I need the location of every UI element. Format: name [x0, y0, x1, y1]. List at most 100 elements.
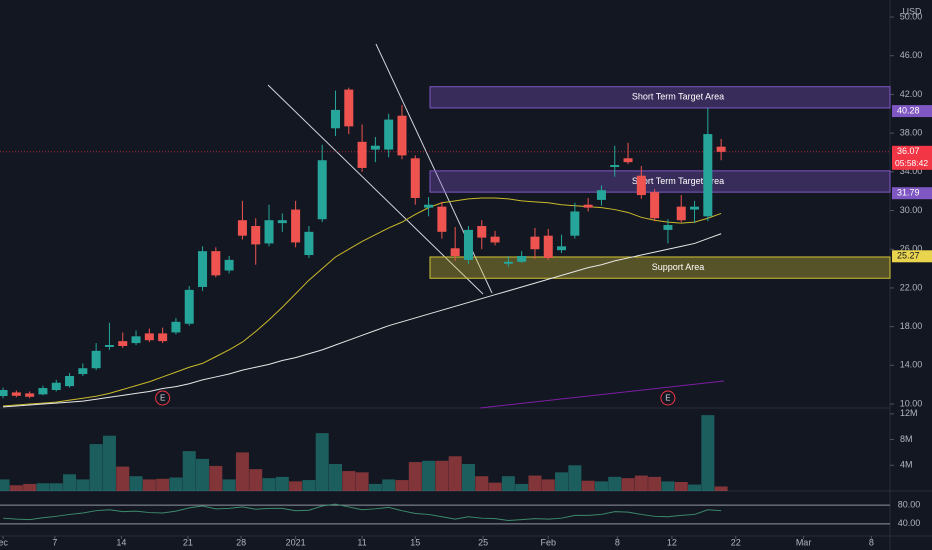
- candle-body: [38, 388, 48, 395]
- volume-bar: [475, 476, 489, 491]
- candle-body: [344, 89, 354, 127]
- volume-bar: [528, 475, 542, 491]
- x-tick-label: Mar: [796, 537, 812, 547]
- candle-body: [25, 393, 35, 397]
- y-tick-label: 46.00: [900, 50, 923, 60]
- candle-body: [557, 246, 567, 251]
- volume-bar: [515, 483, 529, 491]
- candle-body: [676, 206, 686, 221]
- volume-bar: [701, 415, 715, 491]
- zone-label: Support Area: [652, 262, 705, 272]
- volume-bar: [76, 479, 90, 491]
- volume-bar: [608, 476, 622, 491]
- volume-bar: [648, 476, 662, 491]
- volume-bar: [634, 475, 648, 491]
- volume-bar: [169, 477, 183, 491]
- candle-body: [636, 175, 646, 196]
- x-tick-label: 22: [731, 537, 741, 547]
- volume-bar: [262, 478, 276, 491]
- earnings-marker[interactable]: [155, 390, 171, 406]
- volume-bar: [581, 480, 595, 491]
- volume-bar: [116, 466, 130, 491]
- x-tick-label: 8: [869, 537, 874, 547]
- x-tick-label: 12: [667, 537, 677, 547]
- candle-body: [424, 204, 434, 208]
- candle-body: [583, 204, 593, 208]
- earnings-marker[interactable]: [660, 390, 676, 406]
- candle-body: [397, 115, 407, 156]
- volume-bar: [222, 479, 236, 491]
- y-tick-label: 42.00: [900, 89, 923, 99]
- candle-body: [663, 225, 673, 230]
- trend-line: [267, 84, 484, 295]
- price-tag: [892, 145, 932, 170]
- x-tick-label: 28: [236, 537, 246, 547]
- countdown-label: 05:58:42: [895, 158, 928, 168]
- price-tag: [892, 105, 932, 118]
- candle-body: [304, 231, 314, 256]
- candle-body: [610, 165, 620, 167]
- price-tag-label: 31.79: [897, 188, 920, 198]
- volume-bar: [541, 479, 555, 491]
- candle-body: [251, 226, 261, 245]
- zone: [429, 170, 891, 193]
- candle-body: [357, 141, 367, 168]
- volume-bar: [488, 482, 502, 491]
- y-tick-label: 38.00: [900, 128, 923, 138]
- volume-bar: [661, 481, 675, 491]
- y-tick-label: 26.00: [900, 244, 923, 254]
- x-tick-label: 8: [615, 537, 620, 547]
- candle-body: [158, 333, 168, 342]
- candle-body: [543, 235, 553, 258]
- volume-tick-label: 12M: [900, 408, 918, 418]
- candle-body: [490, 236, 500, 243]
- candle-body: [184, 289, 194, 324]
- volume-bar: [23, 483, 37, 491]
- y-tick-label: 22.00: [900, 282, 923, 292]
- candle-body: [291, 209, 301, 243]
- volume-bar: [435, 460, 449, 491]
- volume-bar: [235, 452, 249, 491]
- y-tick-label: 18.00: [900, 321, 923, 331]
- volume-bar: [368, 483, 382, 491]
- candle-body: [463, 229, 473, 260]
- trend-line: [479, 380, 725, 409]
- volume-bar: [568, 465, 582, 491]
- volume-bar: [422, 460, 436, 491]
- volume-bar: [0, 479, 10, 491]
- candle-body: [211, 251, 221, 276]
- rsi-tick-label: 80.00: [898, 499, 921, 509]
- zone-label: Short Term Target Area: [632, 176, 724, 186]
- earnings-label: E: [665, 394, 670, 403]
- zone: [429, 86, 891, 109]
- volume-bar: [342, 471, 356, 491]
- volume-bar: [249, 469, 263, 491]
- candle-body: [171, 321, 181, 333]
- price-tag-label: 25.27: [897, 251, 920, 261]
- candle-body: [277, 220, 287, 224]
- volume-bar: [555, 472, 569, 491]
- candle-body: [118, 341, 128, 346]
- volume-bar: [382, 479, 396, 491]
- volume-bar: [142, 479, 156, 491]
- candle-body: [690, 206, 700, 210]
- candle-body: [477, 226, 487, 238]
- candle-body: [570, 211, 580, 236]
- volume-bar: [129, 476, 143, 491]
- candle-body: [65, 375, 75, 387]
- candle-body: [370, 145, 380, 150]
- volume-bar: [156, 478, 170, 491]
- candle-body: [596, 190, 606, 200]
- volume-bar: [182, 451, 196, 491]
- volume-bar: [408, 462, 422, 491]
- volume-bar: [102, 435, 116, 491]
- x-tick-label: 14: [116, 537, 126, 547]
- candle-body: [384, 119, 394, 150]
- candle-body: [530, 236, 540, 250]
- volume-bar: [36, 483, 50, 491]
- candle-body: [144, 333, 154, 341]
- zone: [429, 256, 891, 279]
- candle-body: [11, 392, 21, 396]
- volume-bar: [395, 480, 409, 491]
